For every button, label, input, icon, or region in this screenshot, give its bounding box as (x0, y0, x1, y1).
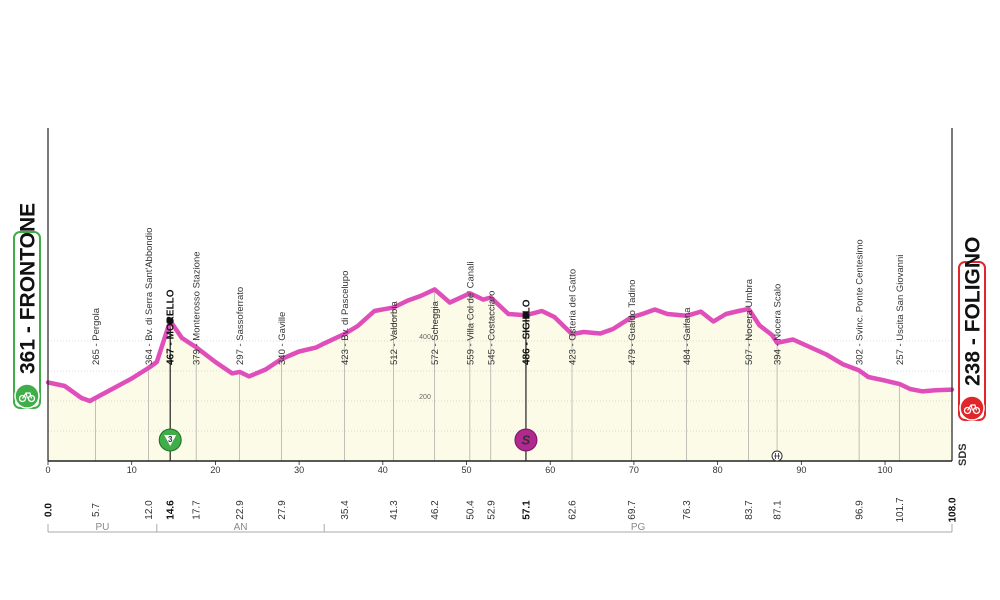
bicycle-icon-frame (21, 392, 33, 399)
start-endpoint: 361 - FRONTONE (13, 203, 41, 409)
waypoint-distance-label: 96.9 (855, 500, 866, 520)
x-tick-label: 80 (713, 465, 723, 475)
x-tick-label: 50 (462, 465, 472, 475)
region-label: PG (631, 522, 646, 533)
bicycle-icon-wheel (972, 406, 981, 415)
x-tick-label: 70 (629, 465, 639, 475)
waypoint-distance-label: 46.2 (430, 500, 441, 520)
waypoint-distance-label: 76.3 (682, 500, 693, 520)
waypoint-distance-label: 17.7 (192, 500, 203, 520)
x-tick-label: 90 (796, 465, 806, 475)
waypoint-name-label: 302 - Svinc. Ponte Centesimo (855, 239, 866, 365)
finish-endpoint-label: 238 - FOLIGNO (962, 237, 985, 386)
bicycle-icon-wheel (27, 394, 36, 403)
waypoint-name-label: 379 - Monterosso Stazione (192, 251, 203, 365)
waypoint-name-label: 423 - Bv. di Pascelupo (340, 271, 351, 365)
waypoint-distance-label: 87.1 (773, 500, 784, 520)
waypoint-name-label: 479 - Gualdo Tadino (627, 280, 638, 365)
x-tick-label: 0 (45, 465, 50, 475)
waypoint-name-label: 512 - Valdorbia (389, 301, 400, 365)
waypoint-name-label: 364 - Bv. di Serra Sant'Abbondio (144, 228, 155, 365)
sprint-badge (514, 428, 538, 452)
x-tick-label: 30 (294, 465, 304, 475)
waypoint-distance-label: 5.7 (91, 503, 102, 517)
waypoint-distance-label: 22.9 (235, 500, 246, 520)
waypoint-distance-label: 101.7 (895, 497, 906, 522)
x-tick-label: 20 (210, 465, 220, 475)
x-tick-label: 60 (545, 465, 555, 475)
waypoint-name-label: 257 - Uscita San Giovanni (895, 255, 906, 365)
waypoint-distance-label: 83.7 (744, 500, 755, 520)
waypoint-name-label: 423 - Osteria del Gatto (568, 269, 579, 365)
bicycle-icon-wheel (18, 394, 27, 403)
waypoint-distance-label: 14.6 (166, 500, 177, 520)
waypoint-name-label: 486 - SIGILLO (521, 299, 532, 365)
bicycle-icon-wheel (963, 406, 972, 415)
sds-label: SDS (957, 443, 969, 466)
kom-badge-label: 3 (168, 435, 173, 444)
region-label: PU (95, 522, 109, 533)
waypoint-name-label: 559 - Villa Col de' Canali (465, 261, 476, 365)
start-endpoint-label: 361 - FRONTONE (17, 203, 40, 374)
waypoint-name-label: 507 - Nocera Umbra (744, 278, 755, 365)
finish-endpoint: 238 - FOLIGNO (958, 237, 986, 421)
x-tick-label: 10 (127, 465, 137, 475)
region-label: AN (234, 522, 248, 533)
y-tick-label: 200 (419, 394, 431, 401)
waypoint-distance-label: 0.0 (44, 503, 55, 517)
waypoint-name-label: 297 - Sassoferrato (235, 287, 246, 365)
bicycle-icon-frame (966, 404, 978, 411)
waypoint-name-label: 467 - MORELLO (166, 289, 177, 365)
waypoint-distance-label: 35.4 (340, 500, 351, 520)
y-tick-label: 400 (419, 334, 431, 341)
profile-line (45, 287, 955, 404)
waypoint-name-label: 340 - Gaville (277, 312, 288, 365)
waypoint-distance-label: 12.0 (144, 500, 155, 520)
waypoint-distance-label: 62.6 (568, 500, 579, 520)
waypoint-marker-dot (166, 317, 174, 325)
waypoint-distance-label: 69.7 (627, 500, 638, 520)
waypoint-distance-label: 57.1 (521, 500, 532, 520)
waypoint-distance-label: 108.0 (948, 497, 959, 522)
waypoint-name-label: 265 - Pergola (91, 307, 102, 365)
waypoint-distance-label: 27.9 (277, 500, 288, 520)
waypoint-name-label: 484 - Gaifana (682, 307, 693, 365)
profile-area (48, 289, 952, 461)
waypoint-name-label: 572 - Scheggia (430, 300, 441, 365)
waypoint-name-label: 545 - Costacciaro (486, 291, 497, 365)
waypoint-distance-label: 52.9 (486, 500, 497, 520)
waypoint-distance-label: 50.4 (465, 500, 476, 520)
sprint-badge-label: S (522, 433, 531, 448)
waypoint-name-label: 394 - Nocera Scalo (773, 284, 784, 365)
kom-triangle-icon (164, 435, 177, 446)
x-tick-label: 40 (378, 465, 388, 475)
waypoint-distance-label: 41.3 (389, 500, 400, 520)
waypoint-marker-dot (522, 311, 530, 319)
x-tick-label: 100 (878, 465, 893, 475)
